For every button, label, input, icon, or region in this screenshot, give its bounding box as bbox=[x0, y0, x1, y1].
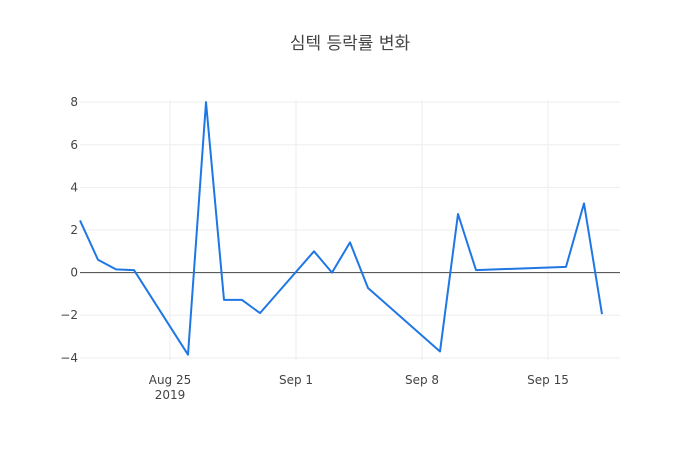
x-tick-label: Sep 1 bbox=[279, 373, 313, 387]
x-tick-label: Aug 25 bbox=[149, 373, 192, 387]
x-tick-label: Sep 8 bbox=[405, 373, 439, 387]
y-tick-label: 2 bbox=[70, 223, 78, 237]
y-tick-label: 0 bbox=[70, 266, 78, 280]
y-tick-label: 6 bbox=[70, 138, 78, 152]
y-tick-label: −2 bbox=[60, 308, 78, 322]
grid-layer bbox=[80, 100, 620, 360]
y-tick-label: 4 bbox=[70, 180, 78, 194]
y-tick-label: −4 bbox=[60, 351, 78, 365]
chart-title: 심텍 등락률 변화 bbox=[290, 34, 411, 54]
x-tick-label: Sep 15 bbox=[527, 373, 569, 387]
series-line bbox=[79, 101, 603, 356]
y-tick-label: 8 bbox=[70, 95, 78, 109]
series-layer bbox=[79, 101, 603, 356]
x-tick-year-label: 2019 bbox=[155, 388, 186, 402]
